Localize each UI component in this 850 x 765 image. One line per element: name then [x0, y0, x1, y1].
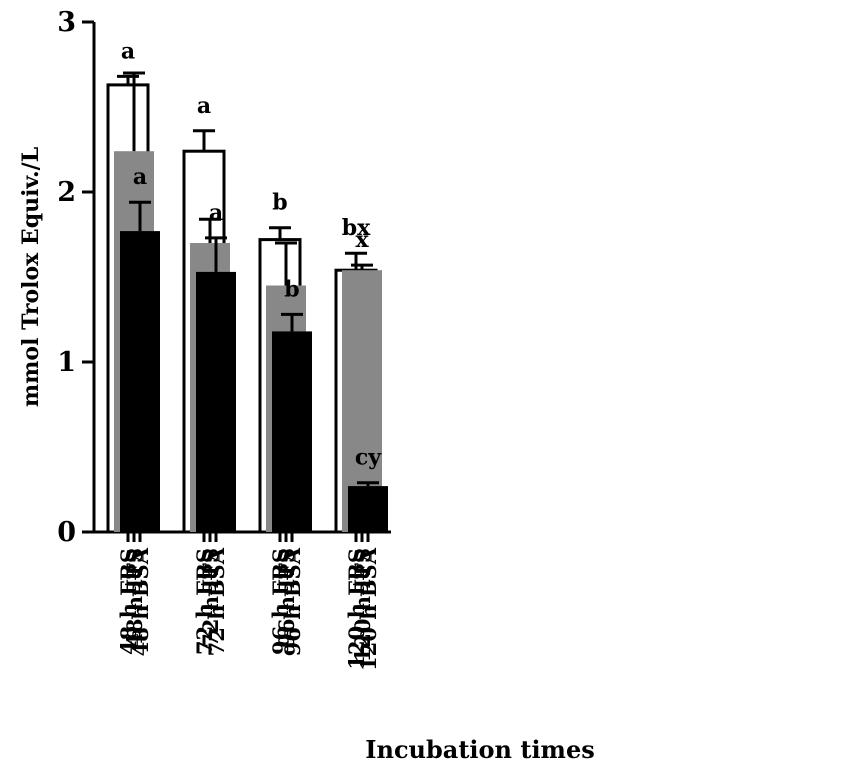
significance-letter: x — [355, 227, 369, 253]
y-tick-label: 0 — [57, 517, 76, 548]
bar — [272, 331, 312, 532]
y-tick-label: 2 — [57, 177, 76, 208]
category-label: 48 h BSA — [128, 547, 153, 656]
y-tick-label: 3 — [57, 7, 76, 38]
category-label: 96 h BSA — [280, 547, 305, 656]
category-label: 96 h ITS — [274, 548, 299, 648]
significance-letter: b — [284, 276, 299, 302]
significance-letter: a — [121, 38, 135, 64]
category-label: 48 h ITS — [122, 548, 147, 648]
y-axis-label: mmol Trolox Equiv./L — [18, 147, 44, 407]
category-label: 48 h FBS — [116, 548, 141, 655]
category-label: 96 h FBS — [268, 548, 293, 655]
category-label: 72 h ITS — [198, 548, 223, 648]
significance-letter: a — [197, 93, 211, 119]
category-label: 72 h FBS — [192, 548, 217, 655]
y-tick-label: 1 — [57, 347, 76, 378]
category-label: 120 h FBS — [344, 548, 369, 670]
bars — [106, 71, 388, 534]
bar — [120, 231, 160, 532]
bar — [196, 271, 236, 532]
bar — [348, 486, 388, 532]
significance-letter: a — [133, 164, 147, 190]
category-label: 120 h BSA — [356, 547, 381, 671]
significance-letter: cy — [355, 445, 382, 471]
category-label: 120 h ITS — [350, 548, 375, 662]
category-label: 72 h BSA — [204, 547, 229, 656]
x-axis-label: Incubation times — [365, 735, 594, 764]
significance-letter: b — [272, 190, 287, 216]
significance-letter: bx — [342, 215, 371, 241]
significance-letter: a — [209, 200, 223, 226]
